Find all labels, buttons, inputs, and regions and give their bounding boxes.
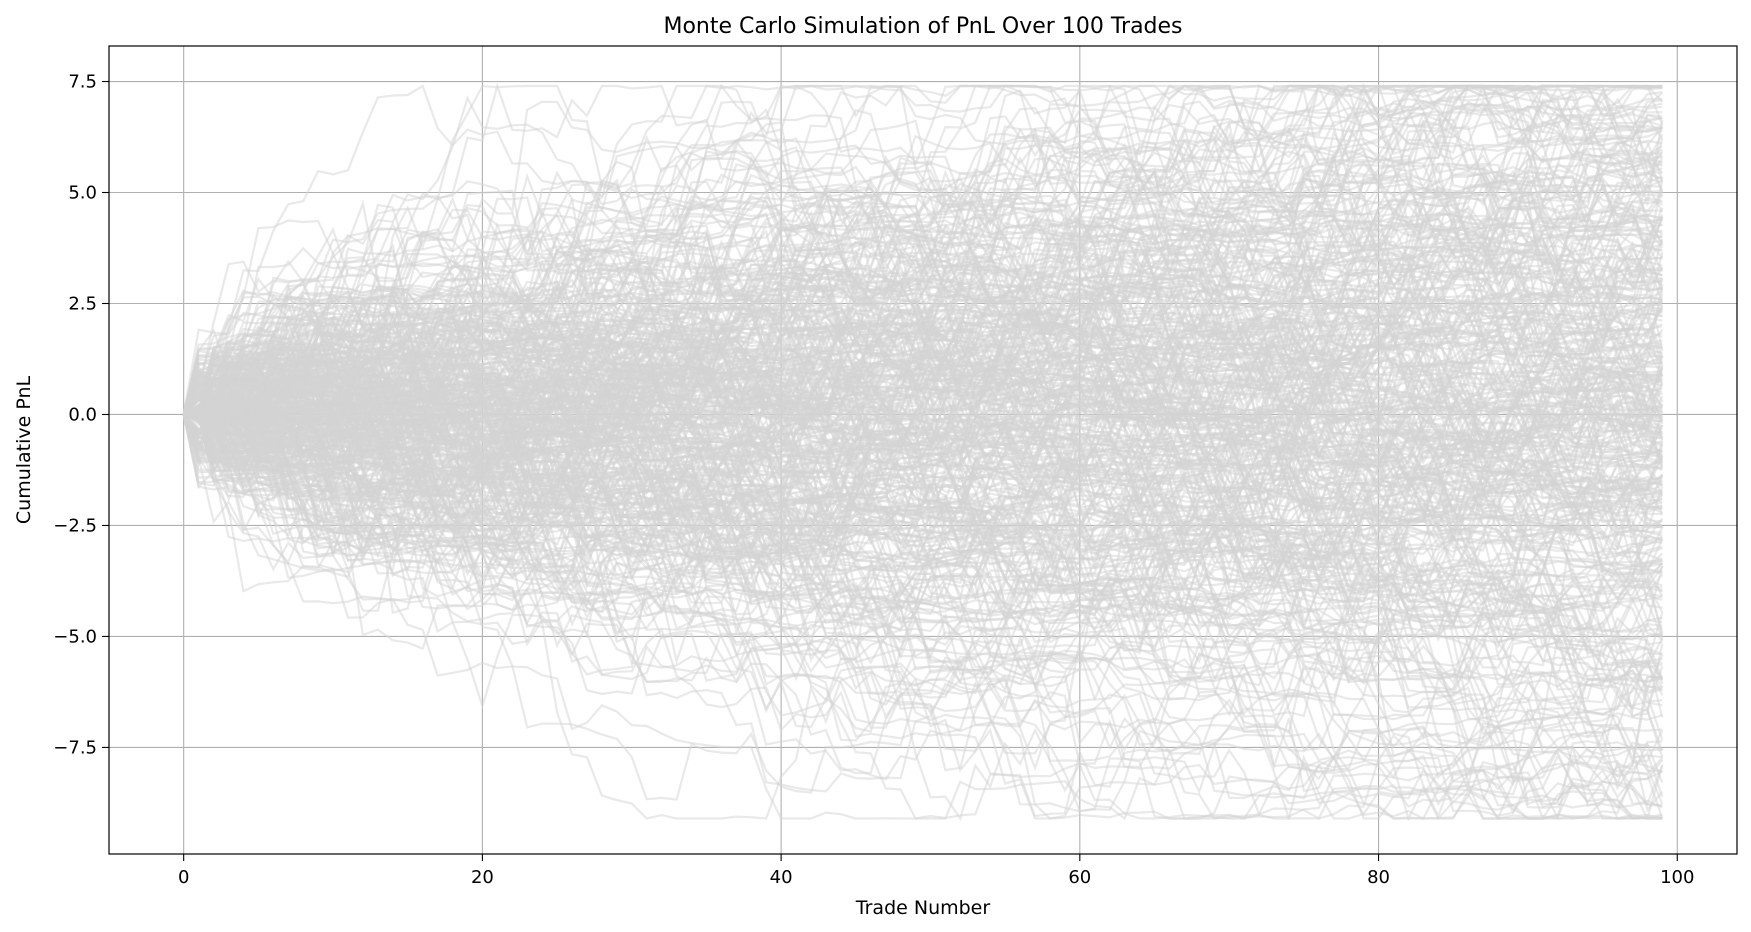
simulation-path <box>182 333 1663 494</box>
chart-title: Monte Carlo Simulation of PnL Over 100 T… <box>663 14 1182 39</box>
simulation-path <box>183 84 1663 416</box>
y-axis-ticks: −7.5 −5.0 −2.5 0.0 2.5 5.0 7.5 <box>53 72 109 758</box>
simulation-path <box>183 84 1663 418</box>
x-tick-label: 20 <box>471 867 494 888</box>
simulation-path <box>183 248 1663 481</box>
y-axis-label: Cumulative PnL <box>13 375 35 524</box>
simulation-path <box>183 84 1664 419</box>
simulation-path <box>182 414 1664 801</box>
simulation-path <box>182 374 1664 758</box>
y-tick-label: 0.0 <box>68 404 97 425</box>
x-axis-ticks: 0 20 40 60 80 100 <box>178 854 1694 888</box>
simulation-path <box>183 367 1663 610</box>
simulation-path <box>183 84 1663 416</box>
simulation-path <box>182 296 1663 483</box>
simulation-path <box>183 404 1663 820</box>
simulation-path <box>183 413 1663 793</box>
simulation-path <box>183 119 1664 460</box>
simulation-path <box>182 193 1664 491</box>
x-axis-label: Trade Number <box>855 897 991 919</box>
simulation-path <box>182 396 1663 615</box>
simulation-path <box>183 84 1664 437</box>
simulation-path <box>182 339 1663 506</box>
y-tick-label: 2.5 <box>68 293 97 314</box>
simulation-path <box>183 241 1663 591</box>
simulation-path <box>183 352 1663 638</box>
simulation-path <box>183 292 1663 616</box>
simulation-path <box>183 413 1663 653</box>
simulation-path <box>183 387 1663 820</box>
simulation-path <box>182 374 1663 615</box>
x-tick-label: 0 <box>178 867 189 888</box>
simulation-path <box>183 84 1663 417</box>
simulation-path <box>183 84 1663 541</box>
simulation-path <box>183 211 1663 446</box>
x-tick-label: 100 <box>1660 867 1694 888</box>
simulation-paths <box>182 82 1664 822</box>
simulation-path <box>183 411 1663 783</box>
simulation-path <box>183 286 1663 535</box>
x-tick-label: 60 <box>1068 867 1091 888</box>
simulation-path <box>183 142 1663 498</box>
simulation-path <box>183 281 1663 640</box>
simulation-path <box>182 121 1664 491</box>
simulation-path <box>182 312 1663 480</box>
simulation-path <box>183 100 1663 416</box>
simulation-path <box>183 84 1664 420</box>
simulation-path <box>183 300 1664 546</box>
simulation-path <box>183 174 1663 416</box>
y-tick-label: 5.0 <box>68 183 97 204</box>
y-tick-label: −7.5 <box>53 737 97 758</box>
simulation-path <box>183 84 1664 523</box>
simulation-path <box>183 344 1664 592</box>
plot-frame <box>108 45 1738 855</box>
x-tick-label: 40 <box>770 867 793 888</box>
x-tick-label: 80 <box>1367 867 1390 888</box>
simulation-path <box>183 339 1663 505</box>
y-tick-label: −5.0 <box>53 626 97 647</box>
y-tick-label: −2.5 <box>53 515 97 536</box>
simulation-path <box>182 321 1663 659</box>
simulation-path <box>182 253 1663 820</box>
simulation-path <box>183 228 1663 531</box>
simulation-path <box>183 211 1663 497</box>
y-tick-label: 7.5 <box>68 72 97 93</box>
simulation-path <box>183 292 1663 572</box>
simulation-path <box>182 328 1664 534</box>
